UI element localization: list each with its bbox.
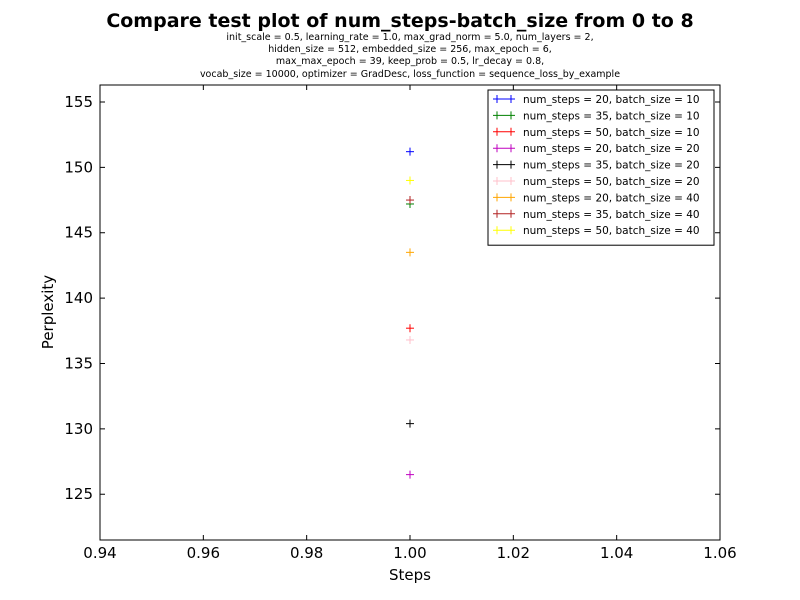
legend-item: num_steps = 35, batch_size = 20 bbox=[493, 160, 700, 172]
data-points bbox=[406, 147, 414, 479]
data-point bbox=[406, 196, 414, 205]
y-tick-label: 135 bbox=[64, 354, 93, 372]
x-tick-label: 1.04 bbox=[600, 544, 633, 562]
legend-item: num_steps = 50, batch_size = 40 bbox=[493, 225, 700, 237]
x-tick-label: 1.06 bbox=[703, 544, 736, 562]
y-axis-label: Perplexity bbox=[39, 275, 57, 349]
data-point bbox=[406, 419, 414, 428]
legend-item: num_steps = 20, batch_size = 10 bbox=[493, 94, 700, 106]
legend-box bbox=[487, 89, 715, 246]
legend-label: num_steps = 20, batch_size = 40 bbox=[523, 192, 700, 204]
chart-subtitle: init_scale = 0.5, learning_rate = 1.0, m… bbox=[200, 32, 620, 80]
subtitle-line: max_max_epoch = 39, keep_prob = 0.5, lr_… bbox=[276, 56, 544, 67]
legend-label: num_steps = 50, batch_size = 10 bbox=[523, 127, 700, 139]
x-axis: 0.94 0.96 0.98 1.00 1.02 1.04 1.06 bbox=[83, 85, 737, 562]
y-tick-label: 155 bbox=[64, 93, 93, 111]
data-point bbox=[406, 248, 414, 257]
y-tick-label: 150 bbox=[64, 158, 93, 176]
legend-item: num_steps = 35, batch_size = 40 bbox=[493, 209, 700, 221]
legend: num_steps = 20, batch_size = 10 num_steps… bbox=[487, 89, 715, 246]
legend-label: num_steps = 50, batch_size = 40 bbox=[523, 225, 700, 237]
legend-item: num_steps = 50, batch_size = 20 bbox=[493, 176, 700, 188]
legend-item: num_steps = 20, batch_size = 20 bbox=[493, 143, 700, 155]
y-tick-label: 140 bbox=[64, 289, 93, 307]
legend-label: num_steps = 50, batch_size = 20 bbox=[523, 176, 700, 188]
subtitle-line: vocab_size = 10000, optimizer = GradDesc… bbox=[200, 69, 620, 80]
legend-label: num_steps = 35, batch_size = 10 bbox=[523, 110, 700, 122]
chart-title: Compare test plot of num_steps-batch_siz… bbox=[106, 10, 693, 32]
y-tick-label: 145 bbox=[64, 224, 93, 242]
legend-label: num_steps = 35, batch_size = 20 bbox=[523, 160, 700, 172]
x-tick-label: 1.02 bbox=[497, 544, 530, 562]
x-axis-label: Steps bbox=[389, 566, 431, 584]
y-tick-label: 125 bbox=[64, 485, 93, 503]
x-tick-label: 0.96 bbox=[187, 544, 220, 562]
y-tick-label: 130 bbox=[64, 420, 93, 438]
legend-item: num_steps = 20, batch_size = 40 bbox=[493, 192, 700, 204]
data-point bbox=[406, 335, 414, 344]
legend-label: num_steps = 20, batch_size = 10 bbox=[523, 94, 700, 106]
x-tick-label: 1.00 bbox=[393, 544, 426, 562]
legend-item: num_steps = 35, batch_size = 10 bbox=[493, 110, 700, 122]
data-point bbox=[406, 147, 414, 156]
y-axis: 125 130 135 140 145 150 155 bbox=[64, 93, 720, 503]
subtitle-line: init_scale = 0.5, learning_rate = 1.0, m… bbox=[226, 32, 593, 43]
legend-label: num_steps = 20, batch_size = 20 bbox=[523, 143, 700, 155]
subtitle-line: hidden_size = 512, embedded_size = 256, … bbox=[268, 44, 552, 55]
data-point bbox=[406, 470, 414, 479]
data-point bbox=[406, 176, 414, 185]
x-tick-label: 0.98 bbox=[290, 544, 323, 562]
legend-item: num_steps = 50, batch_size = 10 bbox=[493, 127, 700, 139]
legend-label: num_steps = 35, batch_size = 40 bbox=[523, 209, 700, 221]
data-point bbox=[406, 324, 414, 333]
x-tick-label: 0.94 bbox=[83, 544, 116, 562]
